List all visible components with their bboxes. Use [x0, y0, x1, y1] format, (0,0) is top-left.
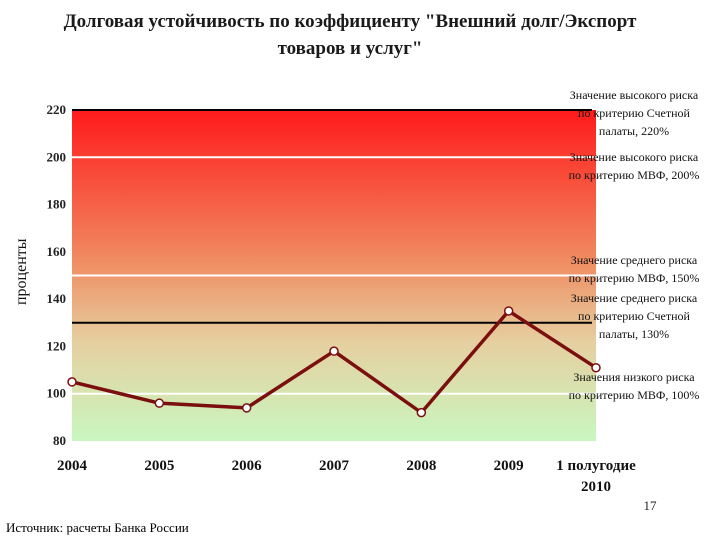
- y-tick-label-120: 120: [47, 338, 67, 353]
- y-tick-label-100: 100: [47, 386, 67, 401]
- data-series: [67, 306, 601, 418]
- data-point-7: [591, 362, 601, 373]
- x-tick-label-4: 2007: [319, 458, 350, 474]
- threshold-label-150-line-1: Значение среднего риска: [571, 253, 698, 267]
- chart-title-line-2: товаров и услуг": [277, 38, 423, 59]
- y-tick-label-80: 80: [53, 433, 66, 448]
- data-point-5: [416, 407, 427, 418]
- data-point-3: [241, 403, 252, 413]
- x-tick-label-2: 2005: [144, 458, 174, 474]
- page-number: 17: [643, 498, 657, 513]
- axes: 80 100 120 140 160 180 200 220 2004 2005 2006 2007 2…: [47, 102, 637, 495]
- data-point-1: [67, 377, 77, 387]
- x-tick-label-3: 2006: [232, 458, 263, 474]
- threshold-label-100-line-2: по критерию МВФ, 100%: [569, 388, 700, 402]
- chart-title-line-1: Долговая устойчивость по коэффициенту "В…: [63, 11, 637, 32]
- data-point-4: [329, 346, 339, 356]
- y-tick-label-200: 200: [47, 149, 67, 164]
- x-tick-label-7: 1 полугодие: [556, 458, 636, 474]
- threshold-label-220-line-2: по критерию Счетной: [578, 106, 691, 120]
- threshold-label-200-line-1: Значение высокого риска: [570, 150, 699, 164]
- source-note: Источник: расчеты Банка России: [6, 520, 189, 535]
- threshold-label-150-line-2: по критерию МВФ, 150%: [569, 271, 700, 285]
- threshold-label-220-line-1: Значение высокого риска: [570, 88, 699, 102]
- x-tick-label-5: 2008: [406, 458, 436, 474]
- y-tick-label-160: 160: [47, 244, 67, 259]
- threshold-label-100-line-1: Значения низкого риска: [573, 370, 695, 384]
- chart-title: Долговая устойчивость по коэффициенту "В…: [40, 8, 660, 62]
- threshold-label-200-line-2: по критерию МВФ, 200%: [569, 168, 700, 182]
- threshold-label-130-line-1: Значение среднего риска: [571, 291, 698, 305]
- threshold-labels: Значение высокого риска по критерию Счетн…: [569, 88, 700, 402]
- y-tick-label-180: 180: [47, 197, 67, 212]
- y-tick-label-220: 220: [47, 102, 67, 117]
- threshold-label-130-line-3: палаты, 130%: [599, 327, 669, 341]
- data-point-2: [154, 398, 165, 408]
- y-tick-label-140: 140: [47, 291, 67, 306]
- threshold-label-130-line-2: по критерию Счетной: [578, 309, 691, 323]
- data-point-6: [503, 306, 514, 316]
- x-tick-label-1: 2004: [57, 458, 88, 474]
- x-tick-label-7-line-2: 2010: [581, 479, 611, 495]
- threshold-label-220-line-3: палаты, 220%: [599, 124, 669, 138]
- x-tick-label-6: 2009: [494, 458, 524, 474]
- threshold-lines: [72, 109, 596, 395]
